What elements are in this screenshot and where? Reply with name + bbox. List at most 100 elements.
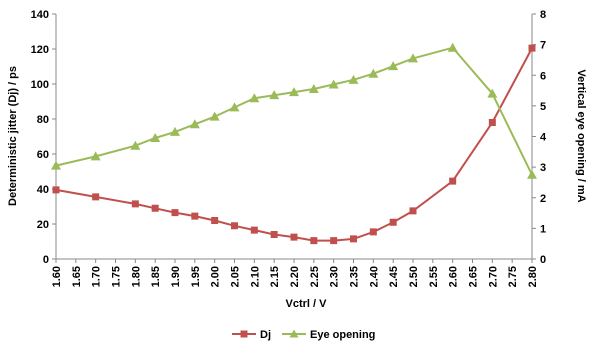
dj-point [250,226,258,234]
y-axis-right-title: Vertical eye opening / mA [575,69,587,202]
x-axis-ticks: 1.60 1.65 1.70 1.75 1.80 1.85 1.90 1.95 2.00 2.05… [51,259,539,287]
x-tick-label: 1.90 [170,266,182,287]
x-tick-label: 1.70 [91,266,103,287]
y-right-tick-label: 6 [540,70,546,82]
legend-dj-label: Dj [260,329,271,341]
x-tick-label: 2.75 [507,266,519,287]
eye-opening-point [447,42,458,52]
dj-point [488,119,496,126]
eye-opening-point [229,102,240,112]
x-tick-label: 1.65 [71,266,83,287]
left-axis-ticks: 0 20 40 60 80 100 120 140 [31,9,56,266]
legend-eye-label: Eye opening [310,329,375,341]
y-right-tick-label: 7 [540,40,546,52]
y-left-tick-label: 100 [31,79,49,91]
eye-opening-point [249,93,260,103]
dj-point [310,237,318,245]
legend-dj-marker [240,330,248,338]
dj-point [350,235,357,243]
x-tick-label: 2.30 [329,266,341,287]
dj-point [330,237,338,245]
x-tick-label: 1.60 [51,266,63,287]
x-tick-label: 2.65 [468,266,480,287]
y-right-tick-label: 5 [540,101,546,113]
x-tick-label: 2.00 [210,266,222,287]
series-dj [52,44,536,245]
dj-point [52,186,60,194]
eye-opening-point [90,151,101,161]
x-tick-label: 1.75 [111,266,123,287]
y-right-tick-label: 1 [540,223,546,235]
x-tick-label: 2.20 [289,266,301,287]
dj-point [290,233,298,241]
eye-opening-point [527,169,537,179]
x-tick-label: 2.15 [269,266,281,287]
y-left-tick-label: 80 [37,114,49,126]
eye-opening-point [189,119,200,129]
x-tick-label: 2.80 [527,266,539,287]
eye-opening-point [209,111,220,121]
x-tick-label: 2.45 [388,266,400,287]
eye-opening-point [408,53,418,63]
dj-point [389,218,397,226]
eye-opening-point [150,133,161,143]
eye-opening-point [368,68,379,78]
series-line-dj [55,47,533,242]
series-line-eye-opening [55,46,533,176]
y-left-tick-label: 60 [37,149,49,161]
y-right-tick-label: 3 [540,162,546,174]
x-tick-label: 2.60 [448,266,460,287]
eye-opening-point [388,61,399,71]
y-right-tick-label: 0 [540,254,546,266]
dj-point [171,209,179,217]
legend-eye-marker [289,329,299,338]
legend-item-eye-opening: Eye opening [282,329,375,341]
eye-opening-point [348,74,359,84]
dj-point [369,228,377,236]
dj-point [528,44,536,52]
eye-opening-point [269,90,280,100]
x-tick-label: 2.70 [487,266,499,287]
y-left-tick-label: 20 [37,219,49,231]
legend: Dj Eye opening [232,329,375,341]
dj-point [131,200,139,208]
x-tick-label: 1.95 [190,266,202,287]
x-tick-label: 2.10 [249,266,261,287]
eye-opening-point [487,88,498,98]
dj-point [151,204,159,212]
x-tick-label: 1.85 [150,266,162,287]
x-axis-title: Vctrl / V [286,298,328,310]
eye-opening-point [328,79,339,89]
eye-opening-point [289,87,299,97]
eye-opening-point [51,160,61,170]
x-tick-label: 2.35 [349,266,361,287]
series-layer [51,42,537,245]
eye-opening-point [308,84,319,94]
y-right-tick-label: 8 [540,9,546,21]
right-axis-ticks: 0 1 2 3 4 5 6 7 8 [532,9,547,266]
x-tick-label: 2.40 [368,266,380,287]
y-left-tick-label: 120 [31,44,49,56]
y-right-tick-label: 4 [540,132,547,144]
dj-point [270,231,278,238]
dj-point [409,207,417,215]
eye-opening-point [170,126,180,136]
y-left-tick-label: 40 [37,184,49,196]
eye-opening-point [130,140,141,150]
y-left-tick-label: 0 [43,254,49,266]
x-tick-label: 2.25 [309,266,321,287]
axes [55,14,533,260]
x-tick-label: 2.55 [428,266,440,287]
x-tick-label: 2.50 [408,266,420,287]
dj-point [449,177,457,185]
dj-point [92,193,100,201]
x-tick-label: 1.80 [130,266,142,287]
y-left-tick-label: 140 [31,9,49,21]
y-axis-left-title: Deterministic jitter (Dj) / ps [7,66,19,206]
dj-point [231,222,238,230]
dj-point [191,212,199,220]
dj-point [211,217,219,224]
legend-item-dj: Dj [232,329,271,341]
x-tick-label: 2.05 [230,266,242,287]
